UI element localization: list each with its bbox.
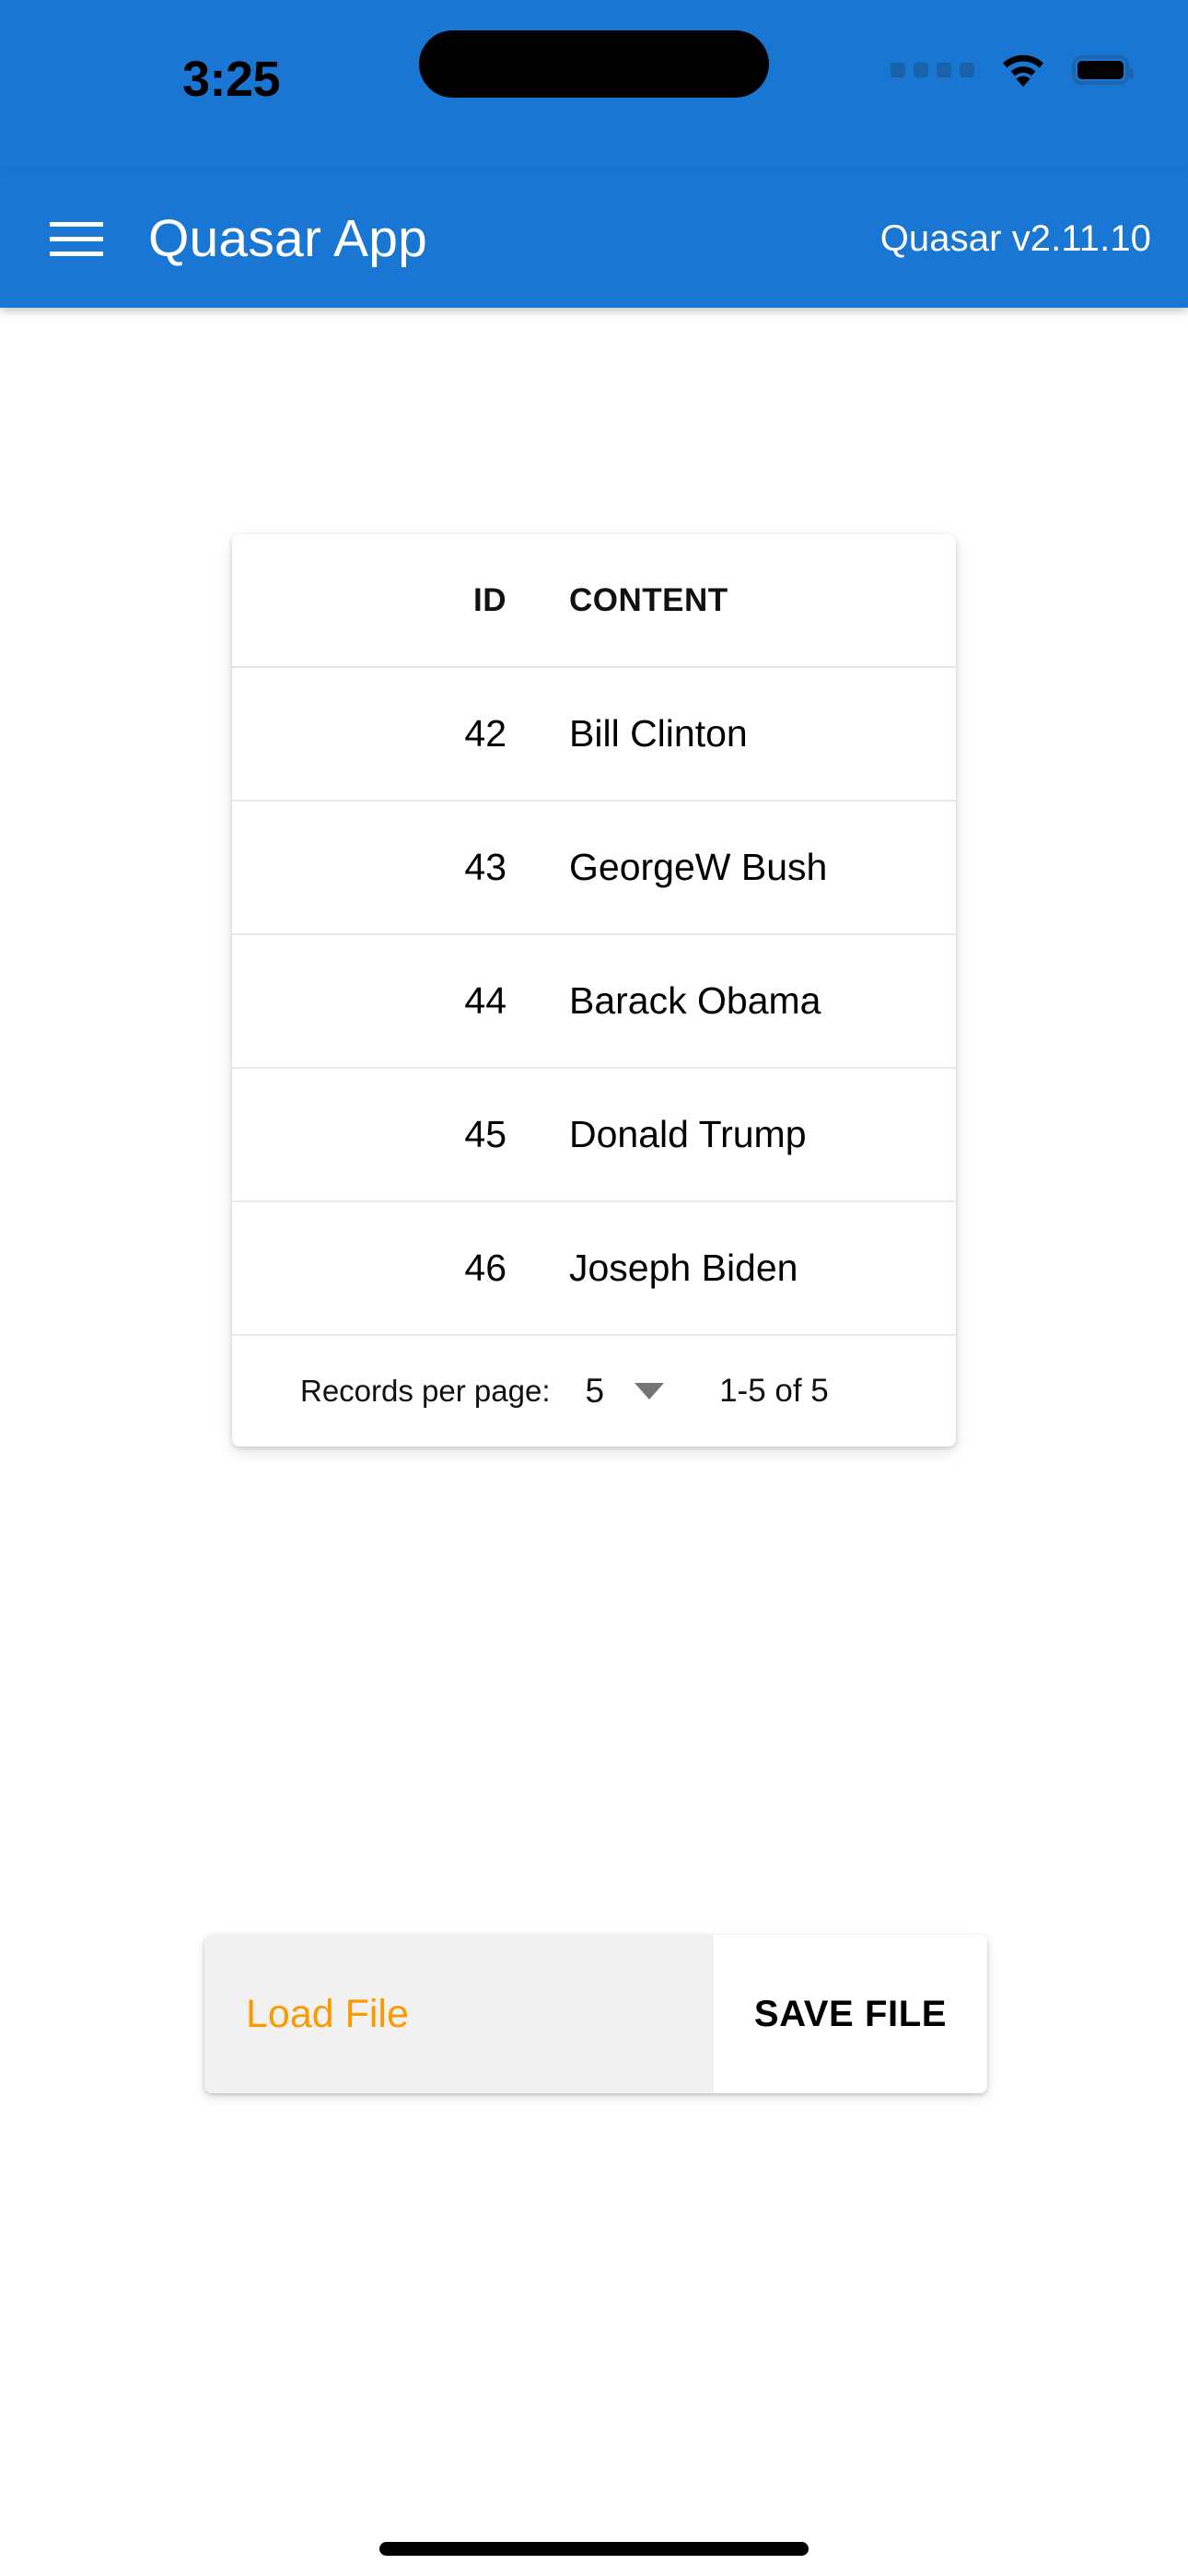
dynamic-island (419, 30, 769, 98)
cell-id: 45 (464, 1113, 507, 1155)
records-per-page-label: Records per page: (300, 1374, 551, 1408)
status-indicators (891, 52, 1134, 88)
table-header-row: ID CONTENT (232, 534, 956, 668)
hamburger-menu-icon[interactable] (50, 211, 107, 268)
table-row[interactable]: 46 Joseph Biden (232, 1202, 956, 1336)
table-pagination: Records per page: 5 1-5 of 5 (232, 1336, 956, 1446)
home-indicator[interactable] (379, 2542, 809, 2556)
status-bar: 3:25 (0, 0, 1188, 170)
cellular-dots-icon (891, 63, 974, 77)
status-time: 3:25 (181, 52, 281, 107)
table-row[interactable]: 45 Donald Trump (232, 1069, 956, 1202)
pagination-range-label: 1-5 of 5 (719, 1373, 829, 1409)
wifi-icon (1003, 54, 1043, 88)
data-table-card: ID CONTENT 42 Bill Clinton 43 GeorgeW Bu… (232, 534, 956, 1446)
column-header-id[interactable]: ID (473, 581, 507, 618)
chevron-down-icon[interactable] (635, 1383, 665, 1399)
cell-content: Joseph Biden (569, 1247, 798, 1289)
table-row[interactable]: 44 Barack Obama (232, 935, 956, 1069)
app-version-label: Quasar v2.11.10 (879, 218, 1151, 259)
column-header-content[interactable]: CONTENT (569, 581, 728, 618)
cell-id: 46 (464, 1247, 507, 1289)
page-title: Quasar App (148, 209, 428, 268)
battery-icon (1072, 55, 1134, 85)
records-per-page-value[interactable]: 5 (585, 1372, 605, 1410)
cell-id: 43 (464, 846, 507, 888)
cell-content: Bill Clinton (569, 712, 748, 755)
app-toolbar: Quasar App Quasar v2.11.10 (0, 170, 1188, 308)
cell-content: GeorgeW Bush (569, 846, 828, 888)
table-row[interactable]: 42 Bill Clinton (232, 668, 956, 802)
file-actions-button-group: Load File SAVE FILE (204, 1935, 987, 2093)
cell-content: Barack Obama (569, 979, 821, 1022)
save-file-button[interactable]: SAVE FILE (714, 1935, 987, 2093)
cell-content: Donald Trump (569, 1113, 807, 1155)
load-file-button[interactable]: Load File (204, 1935, 714, 2093)
table-row[interactable]: 43 GeorgeW Bush (232, 802, 956, 935)
cell-id: 44 (464, 979, 507, 1022)
cell-id: 42 (464, 712, 507, 755)
